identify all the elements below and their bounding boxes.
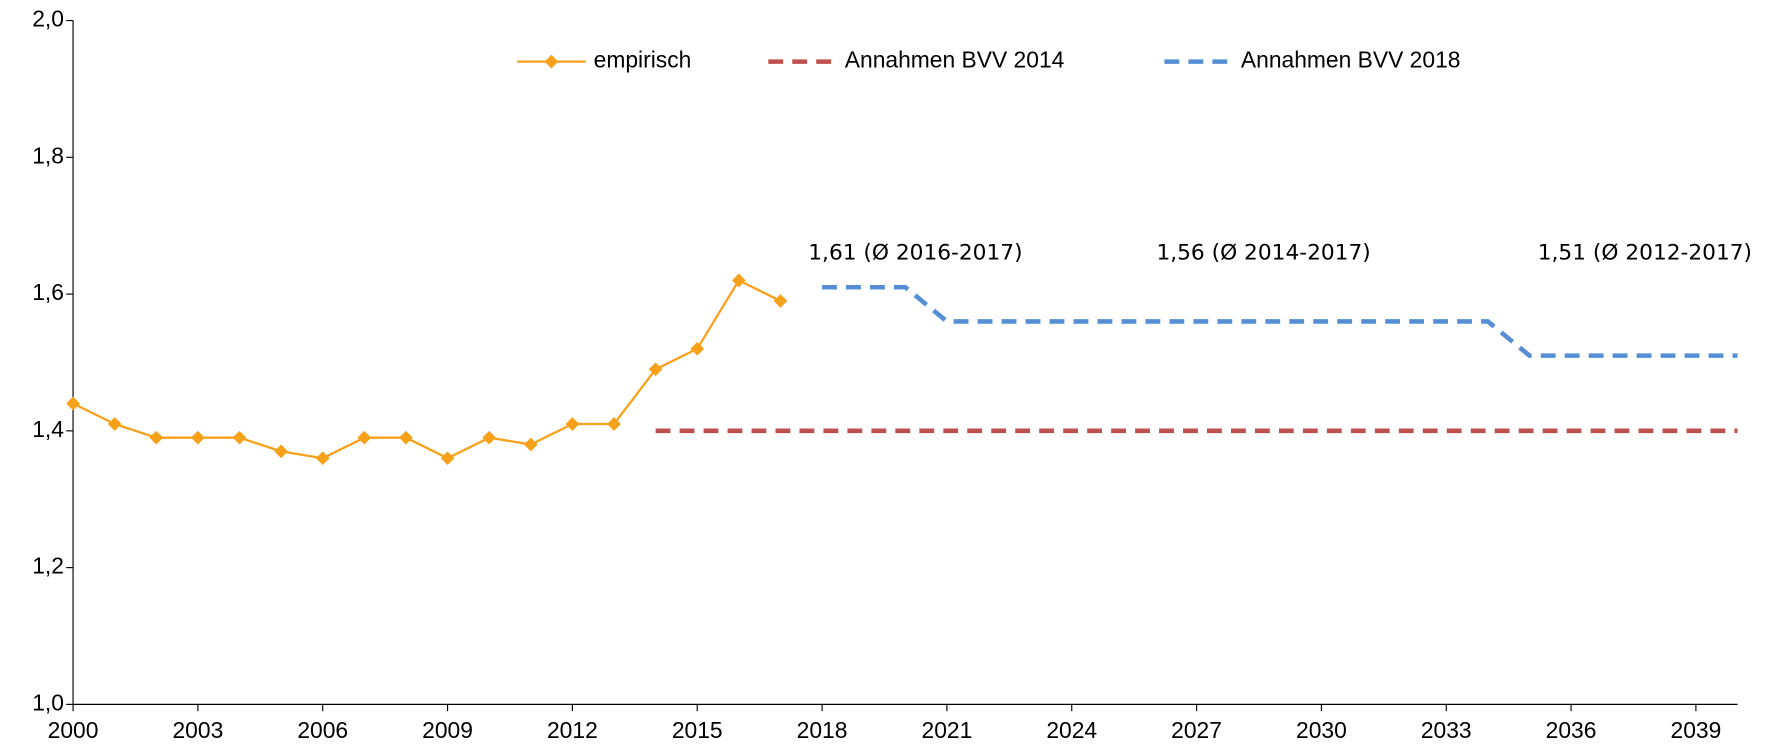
marker <box>648 362 663 377</box>
y-tick-label: 1,8 <box>32 142 64 168</box>
y-tick-label: 1,2 <box>32 553 64 579</box>
x-tick-label: 2024 <box>1046 717 1097 743</box>
marker <box>66 396 80 411</box>
x-tick-label: 2006 <box>297 717 348 743</box>
series-line <box>72 278 781 460</box>
legend-label: empirisch <box>594 47 692 73</box>
x-tick-label: 2036 <box>1546 717 1597 743</box>
legend-label: Annahmen BVV 2018 <box>1241 47 1461 73</box>
y-tick-label: 1,6 <box>32 279 64 305</box>
annotation: 1,51 (Ø 2012-2017) <box>1538 240 1752 265</box>
series-line <box>822 284 1738 358</box>
y-tick-label: 1,0 <box>32 689 64 715</box>
x-tick-label: 2009 <box>422 717 473 743</box>
marker <box>357 430 372 445</box>
x-tick-label: 2033 <box>1421 717 1472 743</box>
x-tick-label: 2027 <box>1171 717 1222 743</box>
marker <box>523 437 538 452</box>
marker <box>191 430 205 445</box>
x-tick-label: 2000 <box>48 717 99 743</box>
marker <box>607 417 621 431</box>
y-tick-label: 2,0 <box>32 6 64 32</box>
legend-label: Annahmen BVV 2014 <box>845 47 1065 73</box>
marker <box>565 417 580 431</box>
marker <box>107 417 122 431</box>
x-tick-label: 2039 <box>1671 717 1722 743</box>
marker <box>399 430 413 445</box>
plot-root: 1,61 (Ø 2016-2017) 1,56 (Ø 2014-2017) 1,… <box>32 6 1752 743</box>
x-tick-label: 2018 <box>797 717 848 743</box>
marker <box>690 341 705 356</box>
marker <box>482 430 497 445</box>
annotation: 1,56 (Ø 2014-2017) <box>1156 240 1370 265</box>
marker <box>149 430 164 445</box>
x-tick-label: 2030 <box>1296 717 1347 743</box>
x-tick-label: 2021 <box>922 717 973 743</box>
y-tick-label: 1,4 <box>32 416 64 442</box>
marker <box>274 444 288 459</box>
marker <box>315 451 330 466</box>
marker <box>731 273 746 288</box>
x-tick-label: 2015 <box>672 717 723 743</box>
marker <box>773 294 788 308</box>
x-tick-label: 2003 <box>172 717 223 743</box>
marker <box>440 451 455 466</box>
marker <box>232 430 247 445</box>
x-tick-label: 2012 <box>547 717 598 743</box>
legend-marker <box>544 54 559 69</box>
annotation: 1,61 (Ø 2016-2017) <box>808 240 1022 265</box>
